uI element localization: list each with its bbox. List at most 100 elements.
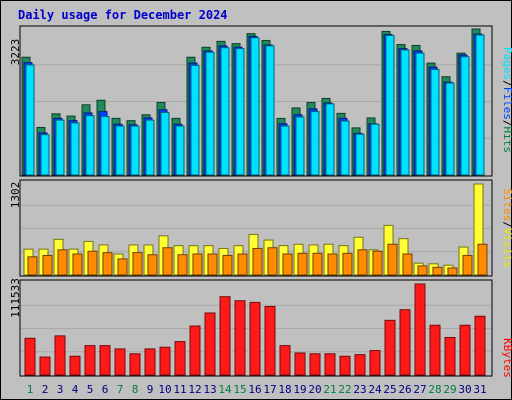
day-label: 21 — [323, 383, 336, 396]
legend-kbytes: KBytes — [501, 338, 512, 378]
pages-bar — [250, 37, 260, 176]
kbytes-bar — [414, 283, 426, 376]
sites-bar — [432, 266, 443, 276]
sites-bar — [462, 254, 473, 276]
legend-visits: Visits — [501, 228, 512, 268]
sites-bar — [237, 253, 248, 276]
kbytes-bar — [324, 353, 336, 376]
kbytes-bar — [69, 355, 81, 376]
sites-bar — [207, 253, 218, 276]
pages-bar — [385, 34, 395, 176]
sites-bar — [417, 265, 428, 276]
kbytes-bar — [369, 350, 381, 376]
day-label: 26 — [398, 383, 411, 396]
bottom-ymax-label: 111533 — [9, 278, 22, 318]
sites-bar — [312, 252, 323, 276]
sites-bar — [402, 253, 413, 276]
day-label: 27 — [413, 383, 426, 396]
sites-bar — [387, 243, 398, 276]
kbytes-bar — [114, 348, 126, 376]
sites-bar — [282, 253, 293, 276]
pages-bar — [415, 52, 425, 176]
pages-bar — [115, 125, 125, 176]
kbytes-bar — [459, 324, 471, 376]
sites-bar — [147, 254, 158, 276]
pages-bar — [55, 119, 65, 176]
day-label: 3 — [57, 383, 64, 396]
day-label: 2 — [42, 383, 49, 396]
day-label: 13 — [203, 383, 216, 396]
day-label: 24 — [368, 383, 382, 396]
pages-bar — [310, 111, 320, 176]
pages-bar — [445, 82, 455, 176]
pages-bar — [460, 56, 470, 176]
sites-bar — [357, 249, 368, 276]
sites-bar — [252, 247, 263, 276]
top-panel: 3223 Pages/Files/Hits — [9, 25, 512, 177]
sites-bar — [87, 250, 98, 276]
pages-bar — [355, 133, 365, 176]
kbytes-bar — [99, 345, 111, 376]
x-axis-day-labels: 1 2 3 4 5 6 7 8 9 10 11 12 13 14 15 16 17 18 19 20 21 22 23 24 2… — [27, 383, 487, 396]
day-label: 4 — [72, 383, 79, 396]
middle-ymax-label: 1302 — [9, 182, 22, 209]
day-label: 22 — [338, 383, 351, 396]
kbytes-bar — [399, 309, 411, 376]
pages-bar — [430, 68, 440, 176]
pages-bar — [130, 125, 140, 176]
day-label: 9 — [147, 383, 154, 396]
day-label: 25 — [383, 383, 396, 396]
kbytes-bar — [84, 345, 96, 376]
sites-bar — [42, 254, 53, 276]
sites-bar — [222, 254, 233, 276]
day-label: 17 — [263, 383, 276, 396]
top-ymax-label: 3223 — [9, 39, 22, 66]
day-label: 16 — [248, 383, 261, 396]
kbytes-bar — [39, 356, 51, 376]
sites-bar — [162, 247, 173, 276]
day-label: 11 — [173, 383, 186, 396]
sites-bar — [267, 247, 278, 276]
kbytes-bar — [429, 324, 441, 376]
sites-bar — [342, 252, 353, 276]
kbytes-bar — [159, 346, 171, 376]
pages-bar — [295, 116, 305, 176]
kbytes-bar — [279, 345, 291, 376]
sites-bar — [72, 253, 83, 276]
legend-hits: Hits — [501, 127, 512, 154]
day-label: 28 — [428, 383, 441, 396]
pages-bar — [370, 123, 380, 176]
kbytes-bar — [474, 315, 486, 376]
legend-pages: Pages — [501, 47, 512, 80]
pages-bar — [280, 125, 290, 176]
kbytes-bar — [144, 348, 156, 376]
kbytes-bar — [204, 312, 216, 376]
pages-bar — [40, 134, 50, 176]
kbytes-bar — [129, 353, 141, 376]
pages-bar — [475, 34, 485, 176]
day-label: 18 — [278, 383, 291, 396]
kbytes-bar — [294, 352, 306, 376]
pages-bar — [85, 115, 95, 176]
day-label: 15 — [233, 383, 246, 396]
pages-bar — [205, 51, 215, 176]
kbytes-bar — [234, 300, 246, 376]
day-label: 1 — [27, 383, 34, 396]
pages-bar — [325, 103, 335, 176]
day-label: 20 — [308, 383, 321, 396]
legend-files: Files — [501, 87, 512, 120]
kbytes-bar — [339, 355, 351, 376]
pages-bar — [265, 45, 275, 176]
sites-bar — [177, 254, 188, 276]
kbytes-bar — [444, 336, 456, 376]
pages-bar — [70, 122, 80, 176]
day-label: 5 — [87, 383, 94, 396]
day-label: 30 — [458, 383, 471, 396]
sites-bar — [372, 250, 383, 276]
day-label: 12 — [188, 383, 201, 396]
bottom-panel: 111533 KBytes — [9, 278, 512, 378]
pages-bar — [100, 116, 110, 176]
day-label: 29 — [443, 383, 456, 396]
pages-bar — [175, 125, 185, 176]
